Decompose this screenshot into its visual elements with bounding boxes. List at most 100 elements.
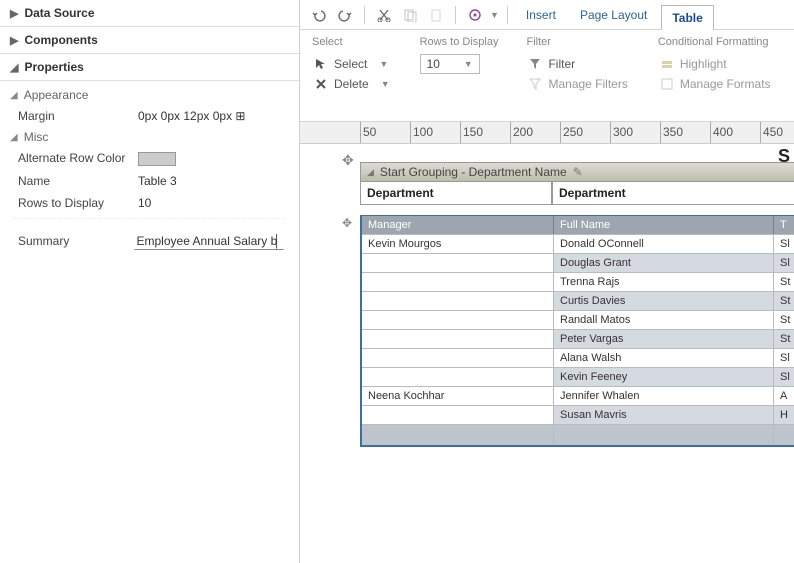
rows-display-select[interactable]: 10 ▼: [420, 54, 480, 74]
chevron-down-icon: ▼: [381, 79, 390, 89]
undo-button[interactable]: [308, 4, 330, 26]
funnel-icon: [528, 57, 542, 71]
sidebar: ▶ Data Source ▶ Components ◢ Properties …: [0, 0, 300, 563]
move-handle-icon[interactable]: ✥: [342, 216, 352, 230]
canvas[interactable]: ✥ S ◢ Start Grouping - Department Name ✎…: [300, 144, 794, 563]
table-row[interactable]: Kevin FeeneySl: [362, 367, 794, 386]
paste-button[interactable]: [425, 4, 447, 26]
color-picker[interactable]: [138, 151, 281, 166]
cell-manager: [362, 292, 554, 310]
table-total-row: [362, 424, 794, 445]
table-row[interactable]: Trenna RajsSt: [362, 272, 794, 291]
properties-body: ◢ Appearance Margin 0px 0px 12px 0px ⊞ ◢…: [0, 81, 299, 258]
table-row[interactable]: Curtis DaviesSt: [362, 291, 794, 310]
ruler-mark: 100: [410, 122, 411, 143]
tab-insert[interactable]: Insert: [516, 8, 566, 22]
ribbon-group-title: Conditional Formatting: [658, 36, 773, 48]
prop-label: Name: [18, 174, 138, 188]
prop-value[interactable]: 10: [138, 196, 281, 210]
cell-manager: [362, 273, 554, 291]
delete-button[interactable]: Delete ▼: [312, 74, 392, 94]
dept-header-cell[interactable]: Department: [360, 182, 552, 205]
chevron-right-icon: ▶: [10, 34, 18, 47]
target-button[interactable]: [464, 4, 486, 26]
ribbon-cond-group: Conditional Formatting Highlight Manage …: [658, 36, 773, 115]
chevron-down-icon: ◢: [10, 132, 18, 143]
cell-manager: [362, 254, 554, 272]
target-icon: [467, 7, 483, 23]
ruler: 50100150200250300350400450: [300, 122, 794, 144]
cell-fullname: Susan Mavris: [554, 406, 774, 424]
cell-extra: St: [774, 292, 794, 310]
tab-page-layout[interactable]: Page Layout: [570, 8, 657, 22]
rows-value: 10: [427, 57, 440, 71]
column-header[interactable]: T: [774, 216, 794, 234]
redo-button[interactable]: [334, 4, 356, 26]
table-row[interactable]: Randall MatosSt: [362, 310, 794, 329]
prop-value[interactable]: 0px 0px 12px 0px ⊞: [138, 109, 281, 123]
move-handle-icon[interactable]: ✥: [342, 152, 354, 169]
tab-table[interactable]: Table: [661, 5, 713, 30]
edit-icon[interactable]: ✎: [573, 165, 583, 179]
appearance-header[interactable]: ◢ Appearance: [0, 85, 299, 105]
panel-title: Data Source: [24, 6, 94, 20]
panel-data-source[interactable]: ▶ Data Source: [0, 0, 299, 27]
ribbon-rows-group: Rows to Display 10 ▼: [420, 36, 499, 115]
funnel-icon: [528, 77, 542, 91]
cell-extra: A: [774, 387, 794, 405]
ribbon-select-group: Select Select ▼ Delete ▼: [312, 36, 392, 115]
cut-icon: [377, 8, 391, 22]
copy-button[interactable]: [399, 4, 421, 26]
cut-button[interactable]: [373, 4, 395, 26]
summary-input[interactable]: [134, 232, 284, 250]
table-row[interactable]: Peter VargasSt: [362, 329, 794, 348]
ribbon-group-title: Select: [312, 36, 392, 48]
data-table[interactable]: Manager Full Name T Kevin MourgosDonald …: [360, 215, 794, 447]
table-row[interactable]: Susan MavrisH: [362, 405, 794, 424]
table-row[interactable]: Kevin MourgosDonald OConnellSl: [362, 234, 794, 253]
rib-label: Select: [334, 57, 367, 71]
filter-button[interactable]: Filter: [526, 54, 629, 74]
grouping-bar[interactable]: ◢ Start Grouping - Department Name ✎: [360, 162, 794, 182]
cell-manager: [362, 406, 554, 424]
panel-properties[interactable]: ◢ Properties: [0, 54, 299, 81]
ribbon-filter-group: Filter Filter Manage Filters: [526, 36, 629, 115]
prop-name: Name Table 3: [0, 170, 299, 192]
cell-manager: Neena Kochhar: [362, 387, 554, 405]
prop-alt-row-color: Alternate Row Color: [0, 147, 299, 170]
column-header[interactable]: Manager: [362, 216, 554, 234]
ruler-mark: 350: [660, 122, 661, 143]
manage-filters-button[interactable]: Manage Filters: [526, 74, 629, 94]
prop-value[interactable]: Table 3: [138, 174, 281, 188]
cell-fullname: Jennifer Whalen: [554, 387, 774, 405]
column-header[interactable]: Full Name: [554, 216, 774, 234]
table-row[interactable]: Douglas GrantSl: [362, 253, 794, 272]
ruler-mark: 450: [760, 122, 761, 143]
panel-title: Components: [24, 33, 97, 47]
ruler-mark: 400: [710, 122, 711, 143]
cell-fullname: Kevin Feeney: [554, 368, 774, 386]
rib-label: Delete: [334, 77, 369, 91]
table-row[interactable]: Neena KochharJennifer WhalenA: [362, 386, 794, 405]
ruler-mark: 50: [360, 122, 361, 143]
cell-extra: H: [774, 406, 794, 424]
text-cursor-icon: │: [274, 234, 282, 248]
prop-label: Alternate Row Color: [18, 151, 138, 165]
manage-formats-button[interactable]: Manage Formats: [658, 74, 773, 94]
copy-icon: [403, 8, 417, 22]
highlight-button[interactable]: Highlight: [658, 54, 773, 74]
dept-header-cell[interactable]: Department: [552, 182, 794, 205]
table-row[interactable]: Alana WalshSl: [362, 348, 794, 367]
dropdown-arrow-icon[interactable]: ▼: [490, 10, 499, 20]
ribbon: Select Select ▼ Delete ▼ Rows to Display…: [300, 30, 794, 122]
select-button[interactable]: Select ▼: [312, 54, 392, 74]
panel-title: Properties: [24, 60, 83, 74]
color-swatch-icon: [138, 152, 176, 166]
chevron-down-icon: ◢: [10, 61, 18, 74]
misc-header[interactable]: ◢ Misc: [0, 127, 299, 147]
cell-fullname: Peter Vargas: [554, 330, 774, 348]
ruler-mark: 200: [510, 122, 511, 143]
panel-components[interactable]: ▶ Components: [0, 27, 299, 54]
ruler-mark: 150: [460, 122, 461, 143]
chevron-right-icon: ▶: [10, 7, 18, 20]
